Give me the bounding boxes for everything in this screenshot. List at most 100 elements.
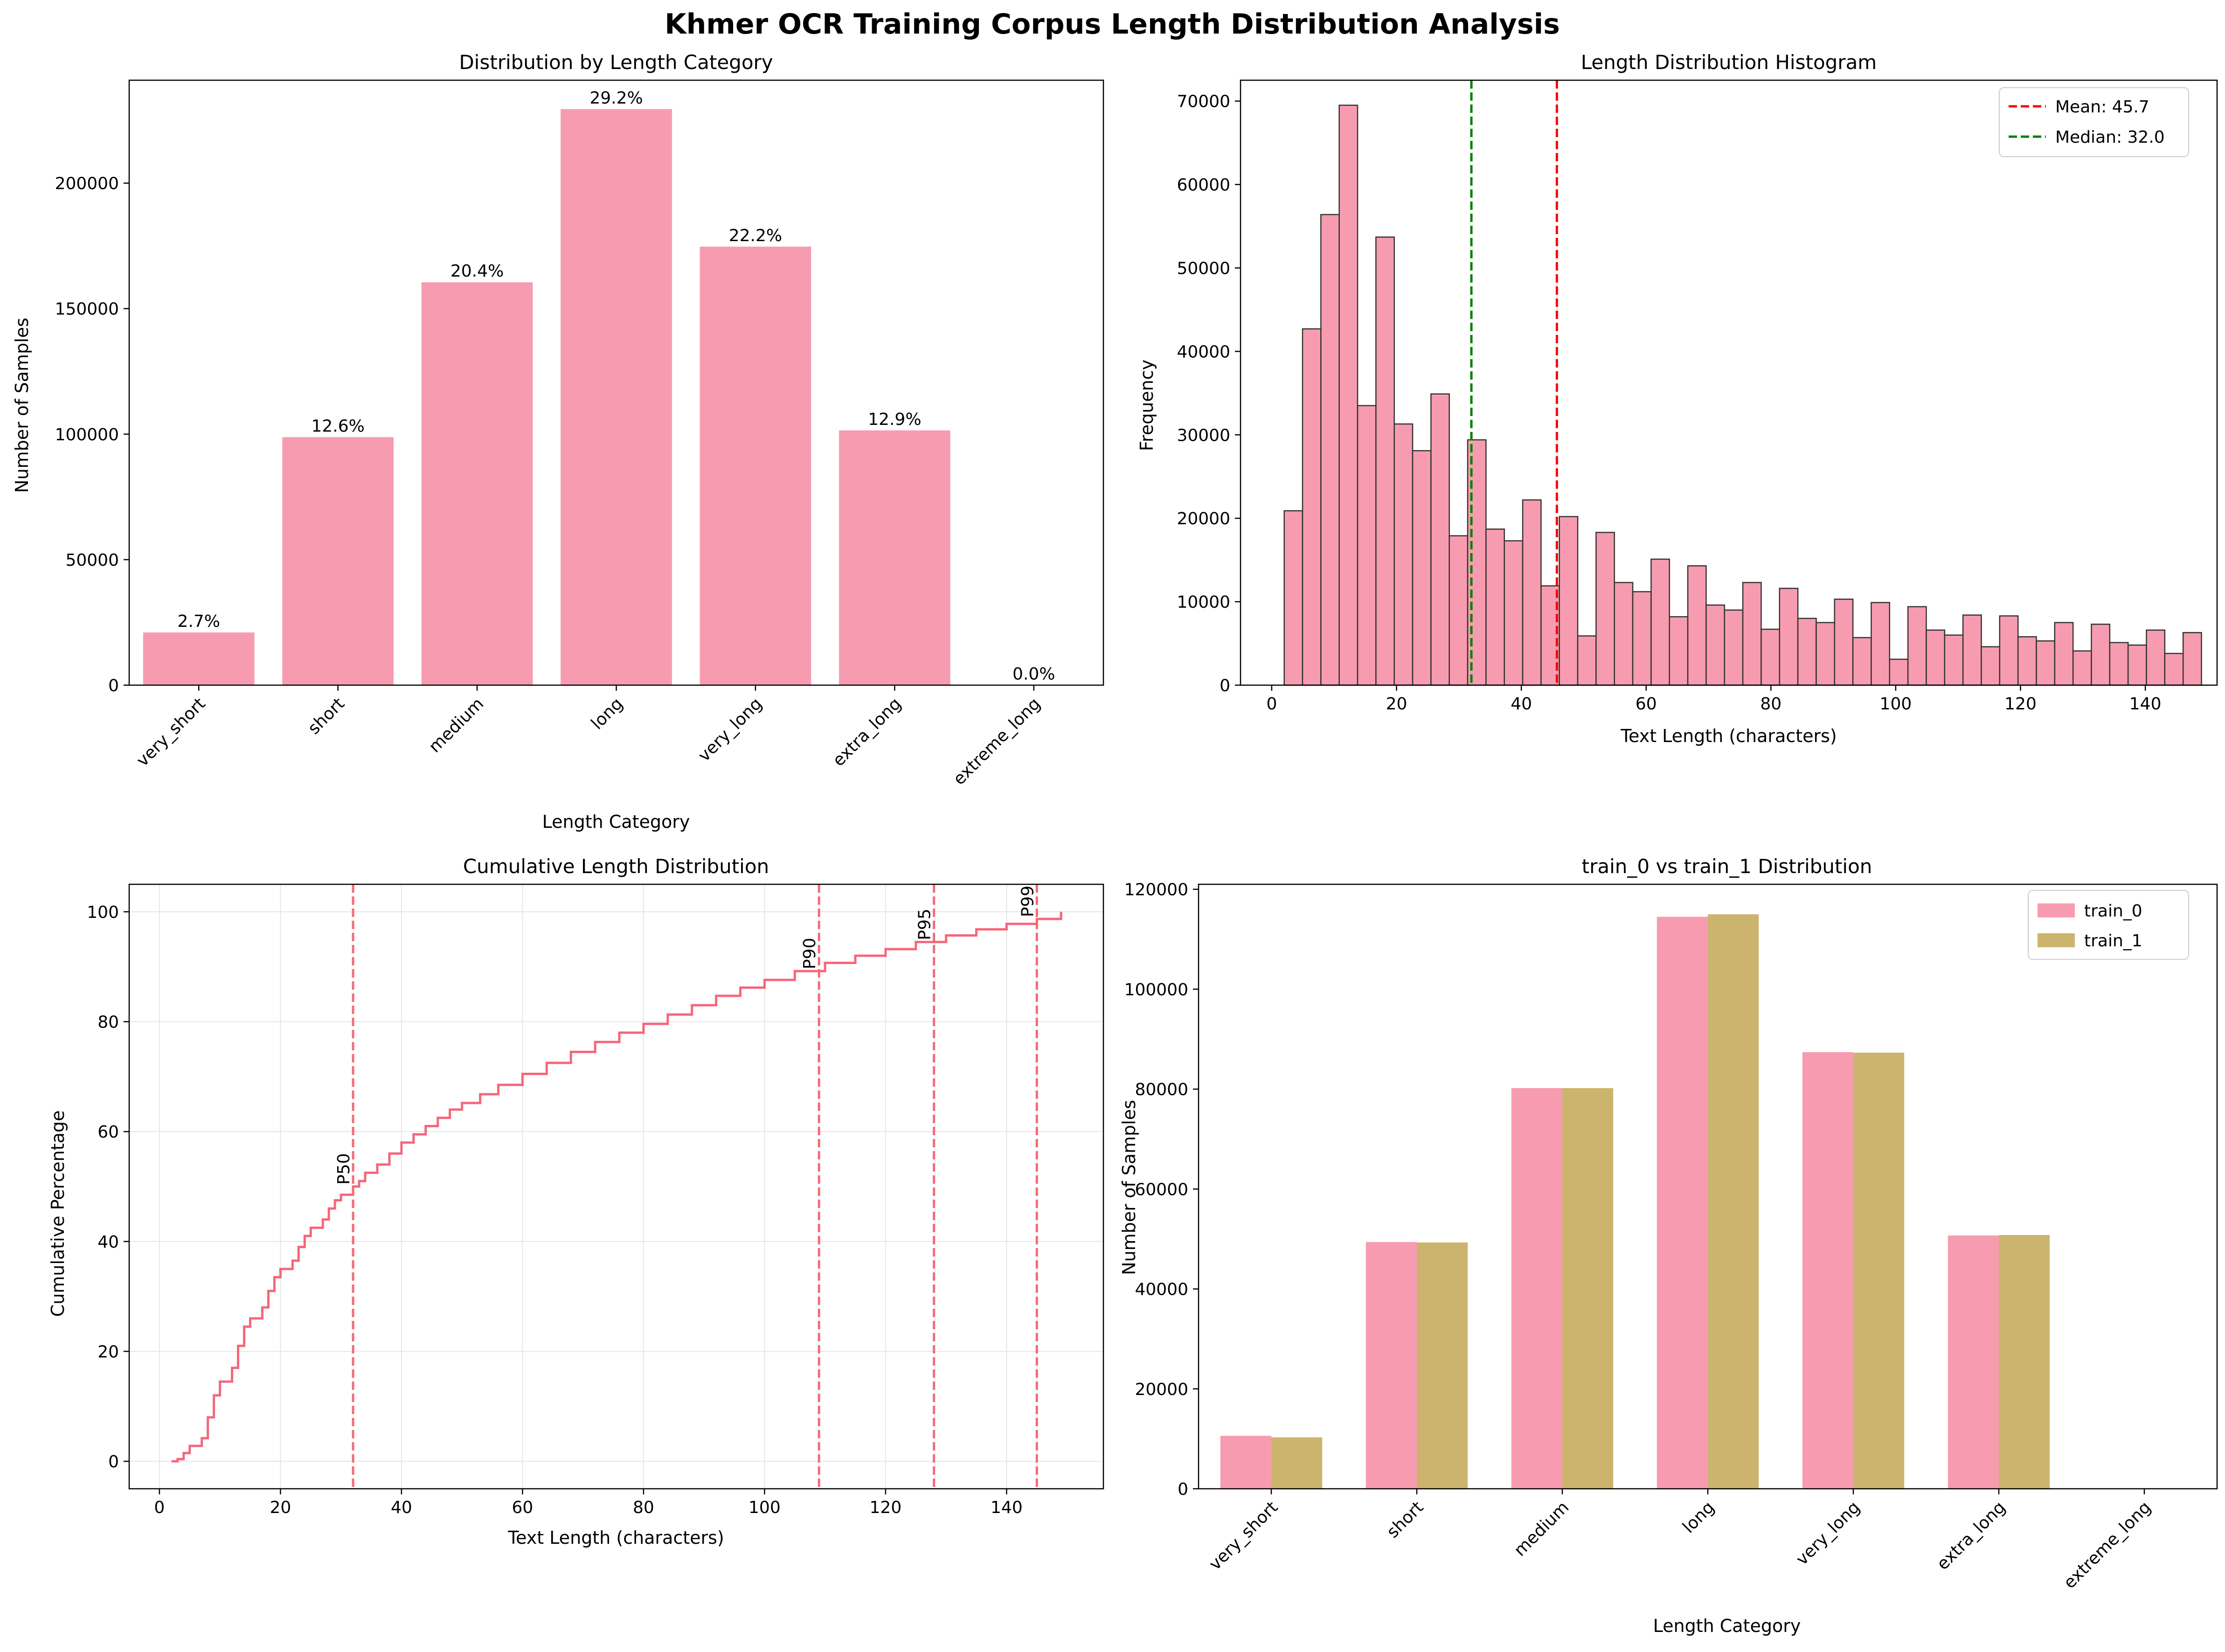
panel-category-bars: Distribution by Length Category Length C…	[12, 51, 1104, 832]
histogram-bin	[1687, 565, 1707, 686]
grouped-ytick-label: 80000	[1135, 1080, 1188, 1099]
category-bar	[421, 282, 533, 685]
percentile-label: P50	[334, 1153, 354, 1185]
category-xtick-label: short	[305, 694, 348, 738]
histogram-xtick-label: 0	[1266, 694, 1277, 714]
histogram-bin	[1761, 628, 1781, 686]
grouped-xtick-label: very_long	[1792, 1498, 1864, 1569]
histogram-bin	[1889, 659, 1909, 686]
grouped-bar-train_1	[1999, 1235, 2050, 1489]
histogram-bin	[1999, 615, 2019, 686]
cumulative-ytick-label: 60	[97, 1123, 119, 1142]
category-ytick-label: 150000	[55, 300, 119, 319]
grouped-bar-train_0	[1511, 1088, 1562, 1489]
histogram-bin	[1669, 616, 1689, 686]
cumulative-xtick-label: 40	[391, 1498, 412, 1517]
category-bar-label: 2.7%	[177, 612, 220, 631]
histogram-bin	[1852, 637, 1872, 686]
grouped-ytick-label: 0	[1178, 1480, 1188, 1499]
panel-histogram-xlabel: Text Length (characters)	[1620, 726, 1837, 746]
histogram-bin	[1926, 629, 1946, 686]
panel-histogram-plot: 0 10000 20000 30000 40000 50000 60000 70000 0 20 4…	[1177, 79, 2218, 714]
panel-cumulative-plot: P50 P90 P95 P99 0 20 40 60 80 100 0 20 40 60 80 100 120 1…	[87, 883, 1104, 1517]
histogram-xtick-label: 80	[1760, 694, 1781, 714]
histogram-bin	[1724, 609, 1744, 686]
cumulative-ytick-label: 40	[97, 1233, 119, 1252]
histogram-bin	[1742, 582, 1762, 686]
grouped-bar-train_1	[1853, 1052, 1905, 1489]
histogram-bin	[1981, 646, 2001, 686]
percentile-label: P90	[800, 938, 819, 970]
histogram-bin	[2054, 622, 2074, 686]
histogram-bin	[2164, 652, 2184, 686]
legend-mean-label: Mean: 45.7	[2055, 97, 2149, 117]
panel-grouped-bars: train_0 vs train_1 Distribution Length C…	[1119, 855, 2218, 1636]
grouped-ytick-label: 40000	[1135, 1280, 1188, 1299]
histogram-bin	[1577, 635, 1597, 686]
cumulative-xtick-label: 120	[870, 1498, 902, 1517]
category-xtick-label: medium	[425, 694, 488, 757]
histogram-ytick-label: 0	[1220, 676, 1230, 695]
category-bar	[561, 109, 672, 686]
histogram-bin	[1614, 582, 1634, 686]
category-bar-label: 12.9%	[868, 410, 921, 429]
histogram-bin	[2127, 644, 2147, 686]
histogram-bin	[1834, 598, 1854, 686]
cumulative-xtick-label: 100	[749, 1498, 781, 1517]
histogram-bin	[1302, 328, 1322, 686]
category-ytick-label: 100000	[55, 425, 119, 444]
panel-cumulative-ylabel: Cumulative Percentage	[48, 1111, 68, 1317]
grouped-bar-train_1	[1271, 1437, 1323, 1489]
cumulative-ytick-label: 20	[97, 1342, 119, 1361]
histogram-bin	[1944, 634, 1964, 686]
panel-category-bars-xlabel: Length Category	[542, 812, 690, 832]
histogram-axes-frame	[1240, 79, 2218, 686]
cumulative-xtick-label: 140	[991, 1498, 1023, 1517]
cumulative-xtick-label: 20	[270, 1498, 291, 1517]
grouped-bar-train_0	[1802, 1052, 1853, 1489]
grouped-xtick-label: extra_long	[1933, 1498, 2009, 1574]
cumulative-step-line	[171, 911, 1062, 1463]
grouped-legend: train_0 train_1	[2028, 890, 2189, 960]
panel-cumulative-xlabel: Text Length (characters)	[507, 1527, 724, 1548]
histogram-bin	[1283, 510, 1303, 686]
histogram-ytick-label: 20000	[1177, 509, 1230, 528]
grouped-bar-train_1	[1417, 1242, 1468, 1489]
grouped-bar-train_0	[1948, 1235, 1999, 1489]
histogram-bin	[2072, 650, 2092, 686]
category-bar	[839, 430, 950, 685]
cumulative-ytick-label: 80	[97, 1013, 119, 1032]
histogram-bin	[2146, 629, 2166, 686]
panel-grouped-bars-ylabel: Number of Samples	[1119, 1100, 1139, 1275]
histogram-bin	[1816, 622, 1836, 686]
grouped-bar-train_0	[1657, 916, 1708, 1489]
histogram-bin	[1779, 588, 1799, 686]
category-xtick-label: long	[588, 694, 627, 733]
grouped-ytick-label: 100000	[1124, 980, 1188, 1000]
cumulative-xtick-label: 60	[512, 1498, 533, 1517]
histogram-bin	[2017, 636, 2037, 686]
histogram-xtick-label: 120	[2004, 694, 2037, 714]
panel-histogram-title: Length Distribution Histogram	[1581, 51, 1877, 74]
cumulative-ytick-label: 0	[108, 1452, 119, 1472]
histogram-ytick-label: 10000	[1177, 593, 1230, 612]
legend-train1-swatch	[2038, 933, 2075, 947]
histogram-bin	[1962, 614, 1982, 686]
cumulative-xtick-label: 80	[633, 1498, 654, 1517]
histogram-bin	[2182, 632, 2202, 686]
grouped-xtick-label: extreme_long	[2060, 1498, 2155, 1592]
histogram-legend: Mean: 45.7 Median: 32.0	[1999, 87, 2189, 157]
histogram-bin	[1449, 535, 1469, 686]
grouped-bar-train_0	[1365, 1242, 1417, 1489]
grouped-xtick-label: short	[1383, 1498, 1427, 1541]
histogram-ytick-label: 60000	[1177, 176, 1230, 195]
histogram-ytick-label: 50000	[1177, 259, 1230, 278]
histogram-ytick-label: 70000	[1177, 92, 1230, 111]
legend-train0-label: train_0	[2084, 902, 2142, 921]
histogram-bin	[1485, 528, 1505, 686]
category-xtick-label: very_long	[694, 694, 766, 765]
panel-category-bars-ylabel: Number of Samples	[12, 318, 32, 493]
category-ytick-label: 0	[108, 676, 119, 695]
grouped-xtick-label: very_short	[1206, 1498, 1282, 1574]
